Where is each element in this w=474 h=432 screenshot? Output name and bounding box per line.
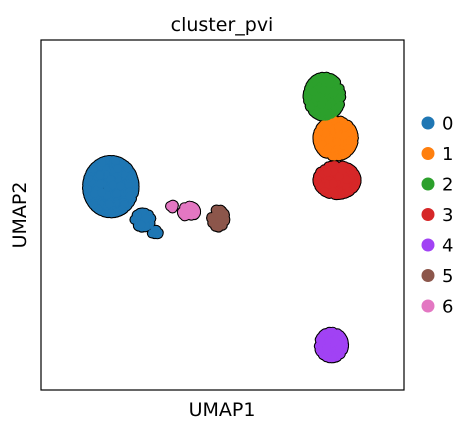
legend-label-1: 1	[442, 144, 453, 165]
legend-item-2: 2	[421, 175, 453, 196]
point-cluster-3	[320, 187, 329, 196]
legend-item-3: 3	[421, 205, 453, 226]
point-cluster-0	[116, 181, 125, 191]
point-cluster-0	[89, 165, 98, 174]
point-cluster-2	[329, 88, 338, 97]
legend-marker-1	[421, 147, 435, 160]
point-cluster-2	[311, 75, 320, 85]
point-cluster-0	[90, 189, 99, 198]
point-cluster-5	[217, 207, 226, 216]
legend-item-1: 1	[421, 144, 453, 165]
point-cluster-1	[318, 140, 327, 149]
point-cluster-1	[339, 150, 348, 159]
point-cluster-0	[150, 227, 159, 236]
point-cluster-4	[337, 332, 346, 341]
point-cluster-0	[107, 209, 116, 218]
point-cluster-2	[319, 85, 328, 95]
legend-label-5: 5	[442, 266, 453, 287]
point-cluster-0	[133, 211, 142, 220]
point-cluster-0	[89, 200, 98, 209]
point-cluster-1	[346, 136, 355, 145]
legend-marker-5	[421, 269, 435, 282]
point-cluster-3	[344, 187, 353, 196]
point-cluster-3	[329, 179, 338, 188]
point-cluster-6	[185, 203, 194, 213]
legend-marker-0	[421, 116, 435, 130]
point-cluster-4	[326, 328, 335, 337]
point-cluster-0	[127, 173, 136, 182]
point-cluster-0	[97, 158, 106, 167]
point-cluster-0	[123, 164, 132, 173]
point-cluster-1	[334, 131, 343, 140]
point-cluster-5	[214, 222, 223, 231]
legend-label-2: 2	[442, 175, 453, 196]
legend-item-6: 6	[421, 297, 453, 318]
point-cluster-0	[109, 180, 118, 190]
legend-item-0: 0	[421, 114, 453, 135]
point-cluster-0	[113, 164, 122, 173]
point-cluster-1	[324, 135, 333, 144]
point-cluster-1	[334, 122, 343, 131]
x-axis-label: UMAP1	[189, 399, 256, 421]
point-cluster-1	[314, 128, 323, 137]
point-cluster-3	[323, 168, 332, 177]
point-cluster-0	[96, 179, 105, 189]
point-cluster-2	[309, 87, 318, 96]
point-cluster-4	[335, 344, 344, 353]
point-cluster-3	[342, 175, 351, 184]
point-cluster-2	[319, 96, 328, 105]
legend-label-3: 3	[442, 205, 453, 226]
point-cluster-0	[84, 173, 93, 182]
point-cluster-0	[95, 171, 104, 180]
point-cluster-2	[336, 92, 346, 102]
point-cluster-0	[111, 156, 120, 165]
y-axis-label: UMAP2	[9, 182, 31, 249]
point-cluster-2	[305, 101, 315, 110]
point-cluster-4	[315, 346, 325, 355]
point-cluster-0	[142, 214, 151, 223]
legend-item-4: 4	[421, 236, 453, 257]
points-layer	[82, 71, 362, 364]
point-cluster-3	[338, 166, 347, 175]
chart-title: cluster_pvi	[171, 14, 274, 36]
point-cluster-1	[340, 131, 350, 140]
point-cluster-2	[325, 77, 334, 86]
point-cluster-1	[344, 144, 353, 153]
point-cluster-4	[322, 344, 331, 353]
point-cluster-1	[323, 144, 332, 153]
point-cluster-0	[97, 188, 106, 197]
point-cluster-3	[335, 172, 344, 181]
point-cluster-0	[83, 185, 92, 194]
legend: 0 1 2 3 4 5 6	[421, 114, 453, 318]
point-cluster-1	[333, 137, 342, 147]
legend-marker-2	[421, 177, 435, 191]
point-cluster-4	[316, 333, 326, 342]
point-cluster-6	[178, 209, 187, 218]
legend-label-6: 6	[442, 297, 453, 318]
point-cluster-6	[167, 201, 176, 210]
point-cluster-2	[303, 93, 312, 102]
point-cluster-0	[112, 189, 121, 198]
point-cluster-0	[105, 200, 114, 209]
point-cluster-6	[191, 208, 200, 217]
point-cluster-3	[329, 167, 338, 176]
point-cluster-2	[313, 110, 322, 119]
point-cluster-1	[321, 129, 330, 138]
point-cluster-2	[330, 108, 339, 117]
legend-marker-4	[421, 238, 435, 252]
legend-marker-3	[421, 208, 435, 221]
legend-label-0: 0	[442, 114, 453, 135]
legend-marker-6	[421, 299, 435, 313]
legend-item-5: 5	[421, 266, 453, 287]
point-cluster-1	[341, 123, 350, 132]
point-cluster-5	[221, 215, 230, 224]
point-cluster-4	[323, 350, 332, 359]
point-cluster-1	[323, 120, 333, 129]
legend-label-4: 4	[442, 236, 453, 257]
point-cluster-1	[327, 152, 337, 161]
point-cluster-0	[125, 191, 135, 200]
point-cluster-0	[137, 220, 146, 229]
point-cluster-5	[207, 214, 216, 223]
